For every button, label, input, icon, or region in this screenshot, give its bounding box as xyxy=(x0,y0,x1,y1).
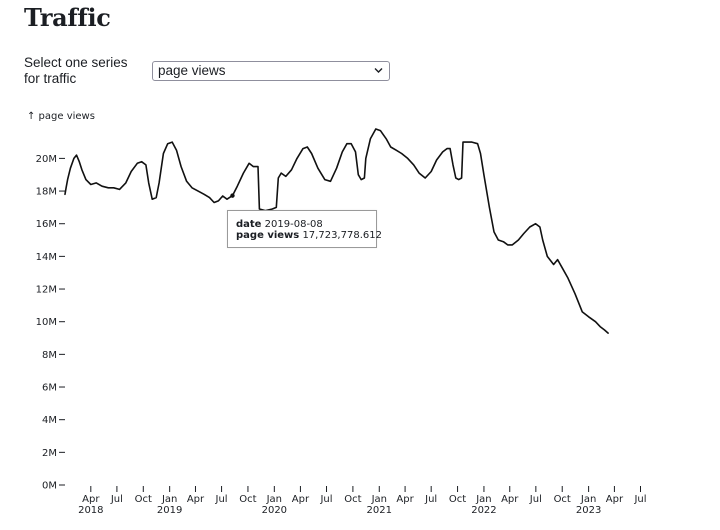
tooltip-date-value: 2019-08-08 xyxy=(264,219,323,230)
y-tick-label: 20M xyxy=(36,154,57,165)
y-tick-label: 8M xyxy=(42,350,57,361)
series-select-value: page views xyxy=(158,63,226,78)
x-tick-label: Jul xyxy=(633,494,646,505)
y-tick-label: 18M xyxy=(36,187,57,198)
tooltip-views-label: page views xyxy=(236,230,300,241)
y-tick-label: 12M xyxy=(36,285,57,296)
x-tick-label: Oct xyxy=(135,494,152,505)
page-title: Traffic xyxy=(24,3,111,32)
tooltip-date-row: date 2019-08-08 xyxy=(236,219,376,230)
x-tick-label: Jan xyxy=(580,494,596,505)
x-tick-label: Jan xyxy=(266,494,282,505)
x-tick-label: Apr xyxy=(187,494,205,505)
x-tick-label: Jul xyxy=(110,494,123,505)
x-tick-year-label: 2019 xyxy=(157,505,182,516)
tooltip: date 2019-08-08 page views 17,723,778.61… xyxy=(227,210,382,248)
x-tick-label: Jan xyxy=(371,494,387,505)
y-axis-label: ↑ page views xyxy=(27,111,95,122)
x-tick-label: Jul xyxy=(215,494,228,505)
x-tick-label: Oct xyxy=(239,494,256,505)
x-tick-label: Apr xyxy=(606,494,624,505)
tooltip-views-value: 17,723,778.612 xyxy=(302,230,382,241)
series-select[interactable]: page views xyxy=(152,61,390,81)
y-tick-label: 16M xyxy=(36,219,57,230)
x-tick-year-label: 2018 xyxy=(78,505,103,516)
x-tick-label: Jul xyxy=(319,494,332,505)
series-line xyxy=(64,128,609,334)
y-tick-label: 10M xyxy=(36,317,57,328)
x-tick-year-label: 2021 xyxy=(367,505,392,516)
y-tick-label: 2M xyxy=(42,448,57,459)
y-tick-label: 0M xyxy=(42,481,57,492)
x-tick-label: Apr xyxy=(501,494,519,505)
x-tick-label: Oct xyxy=(554,494,571,505)
x-tick-label: Jul xyxy=(424,494,437,505)
y-axis: 0M 2M 4M 6M 8M 10M 12M 14M 16M 18M 20M xyxy=(36,154,65,492)
x-tick-year-label: 2023 xyxy=(576,505,601,516)
y-tick-label: 14M xyxy=(36,252,57,263)
x-tick-label: Oct xyxy=(449,494,466,505)
x-tick-label: Jan xyxy=(475,494,491,505)
y-tick-label: 6M xyxy=(42,383,57,394)
tooltip-views-row: page views 17,723,778.612 xyxy=(236,230,382,241)
x-tick-label: Jan xyxy=(161,494,177,505)
x-tick-label: Apr xyxy=(82,494,100,505)
hover-point xyxy=(230,193,235,198)
chevron-down-icon xyxy=(374,68,383,73)
x-tick-year-label: 2020 xyxy=(262,505,287,516)
series-select-label: Select one series for traffic xyxy=(24,55,128,86)
x-tick-label: Apr xyxy=(292,494,310,505)
y-tick-label: 4M xyxy=(42,415,57,426)
x-tick-year-label: 2022 xyxy=(471,505,496,516)
tooltip-date-label: date xyxy=(236,219,262,230)
x-tick-label: Apr xyxy=(396,494,414,505)
x-tick-label: Oct xyxy=(344,494,361,505)
x-tick-label: Jul xyxy=(529,494,542,505)
